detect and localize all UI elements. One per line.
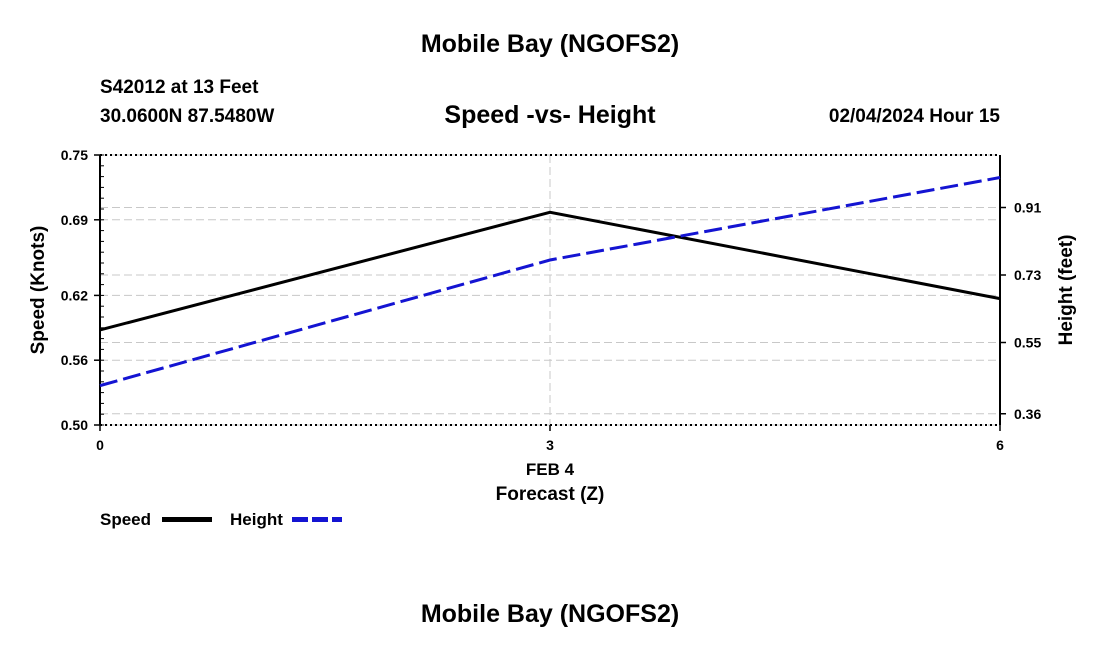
- y-axis-right-title: Height (feet): [1056, 235, 1077, 346]
- x-tick-label: 3: [546, 437, 554, 453]
- x-tick-label: 6: [996, 437, 1004, 453]
- left-tick-label: 0.62: [61, 287, 88, 303]
- legend-height-label: Height: [230, 510, 283, 529]
- legend-height-swatch: [292, 517, 342, 522]
- y-axis-left-title: Speed (Knots): [28, 226, 49, 355]
- legend-speed-label: Speed: [100, 510, 152, 529]
- datetime-label: 02/04/2024 Hour 15: [828, 106, 1000, 127]
- series-height-line: [99, 176, 1001, 388]
- page-title: Mobile Bay (NGOFS2): [420, 30, 680, 58]
- right-tick-label: 0.55: [1014, 335, 1041, 351]
- left-tick-label: 0.69: [61, 212, 88, 228]
- x-axis-date-label: FEB 4: [526, 460, 575, 479]
- legend-speed-swatch: [162, 517, 212, 522]
- x-tick-label: 0: [96, 437, 104, 453]
- station-label: S42012 at 13 Feet: [100, 77, 259, 98]
- right-tick-label: 0.36: [1014, 406, 1041, 422]
- x-axis-title: Forecast (Z): [496, 484, 605, 505]
- coordinates-label: 30.0600N 87.5480W: [100, 106, 275, 127]
- left-tick-label: 0.56: [61, 352, 88, 368]
- right-tick-label: 0.91: [1014, 200, 1041, 216]
- left-tick-label: 0.75: [61, 147, 88, 163]
- chart-title: Speed -vs- Height: [444, 101, 656, 129]
- footer-title: Mobile Bay (NGOFS2): [420, 600, 680, 628]
- series-speed-line: [99, 210, 1001, 332]
- left-tick-label: 0.50: [61, 417, 88, 433]
- right-tick-label: 0.73: [1014, 267, 1041, 283]
